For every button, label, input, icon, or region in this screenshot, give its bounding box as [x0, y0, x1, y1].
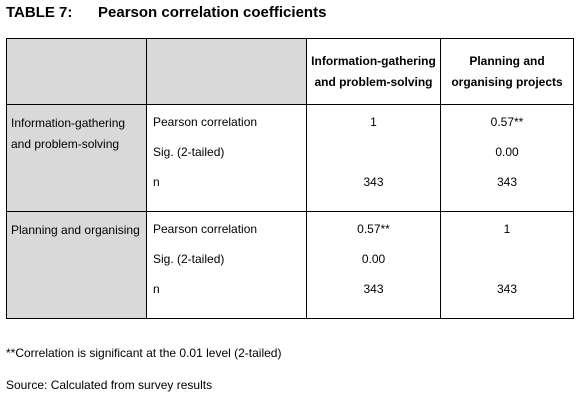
table-number: TABLE 7: — [6, 4, 73, 21]
value-cell: 0.57** 0.00 343 — [440, 104, 574, 212]
column-header-planning: Planning and organising projects — [440, 38, 574, 105]
stat-labels: Pearson correlation Sig. (2-tailed) n — [146, 211, 307, 319]
column-header-info-gathering: Information-gathering and problem-solvin… — [306, 38, 441, 105]
row-header-info-gathering: Information-gathering and problem-solvin… — [6, 104, 147, 212]
significance-note: **Correlation is significant at the 0.01… — [6, 346, 282, 360]
correlation-table: Information-gathering and problem-solvin… — [6, 38, 574, 319]
stat-labels: Pearson correlation Sig. (2-tailed) n — [146, 104, 307, 212]
value-cell: 1 343 — [440, 211, 574, 319]
value-cell: 1 343 — [306, 104, 441, 212]
row-header-planning: Planning and organising — [6, 211, 147, 319]
table-row: Information-gathering and problem-solvin… — [6, 104, 574, 212]
source-note: Source: Calculated from survey results — [6, 378, 213, 392]
value-cell: 0.57** 0.00 343 — [306, 211, 441, 319]
table-row: Planning and organising Pearson correlat… — [6, 211, 574, 319]
header-empty-cell — [146, 38, 307, 105]
header-empty-cell — [6, 38, 147, 105]
header-row: Information-gathering and problem-solvin… — [6, 38, 574, 105]
table-caption: TABLE 7: Pearson correlation coefficients — [6, 4, 326, 21]
table-title: Pearson correlation coefficients — [98, 4, 327, 21]
